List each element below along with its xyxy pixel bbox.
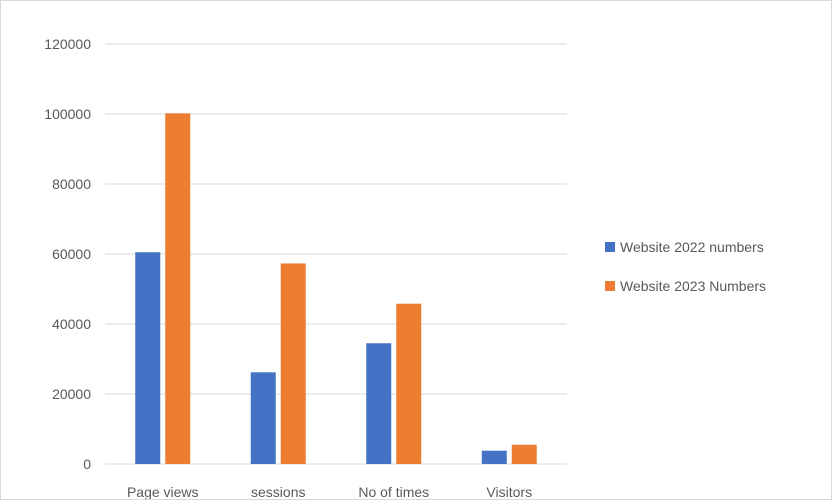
bars — [135, 113, 537, 465]
x-tick-label: No of times — [358, 484, 429, 499]
bar-series-2 — [511, 444, 537, 464]
x-tick-label: sessions — [251, 484, 305, 499]
y-tick-label: 80000 — [52, 176, 91, 192]
x-tick-label: Page views — [127, 484, 199, 499]
bar-series-1 — [366, 343, 392, 464]
bar-series-2 — [280, 263, 306, 464]
y-tick-label: 100000 — [44, 106, 91, 122]
y-tick-label: 120000 — [44, 36, 91, 52]
bar-series-2 — [396, 303, 422, 464]
y-tick-label: 60000 — [52, 246, 91, 262]
legend-label: Website 2022 numbers — [620, 239, 764, 255]
legend-swatch — [605, 281, 615, 291]
x-axis-tick-labels: Page views sessions No of times Visitors — [127, 484, 532, 499]
legend-label: Website 2023 Numbers — [620, 278, 766, 294]
legend-swatch — [605, 242, 615, 252]
y-tick-label: 20000 — [52, 386, 91, 402]
bar-series-2 — [165, 113, 191, 465]
legend: Website 2022 numbers Website 2023 Numbers — [605, 239, 766, 294]
y-axis-tick-labels: 0 20000 40000 60000 80000 100000 120000 — [44, 36, 91, 472]
bar-series-1 — [135, 252, 161, 464]
bar-series-1 — [481, 450, 507, 464]
y-tick-label: 40000 — [52, 316, 91, 332]
x-tick-label: Visitors — [486, 484, 532, 499]
y-tick-label: 0 — [83, 456, 91, 472]
bar-series-1 — [250, 372, 276, 464]
